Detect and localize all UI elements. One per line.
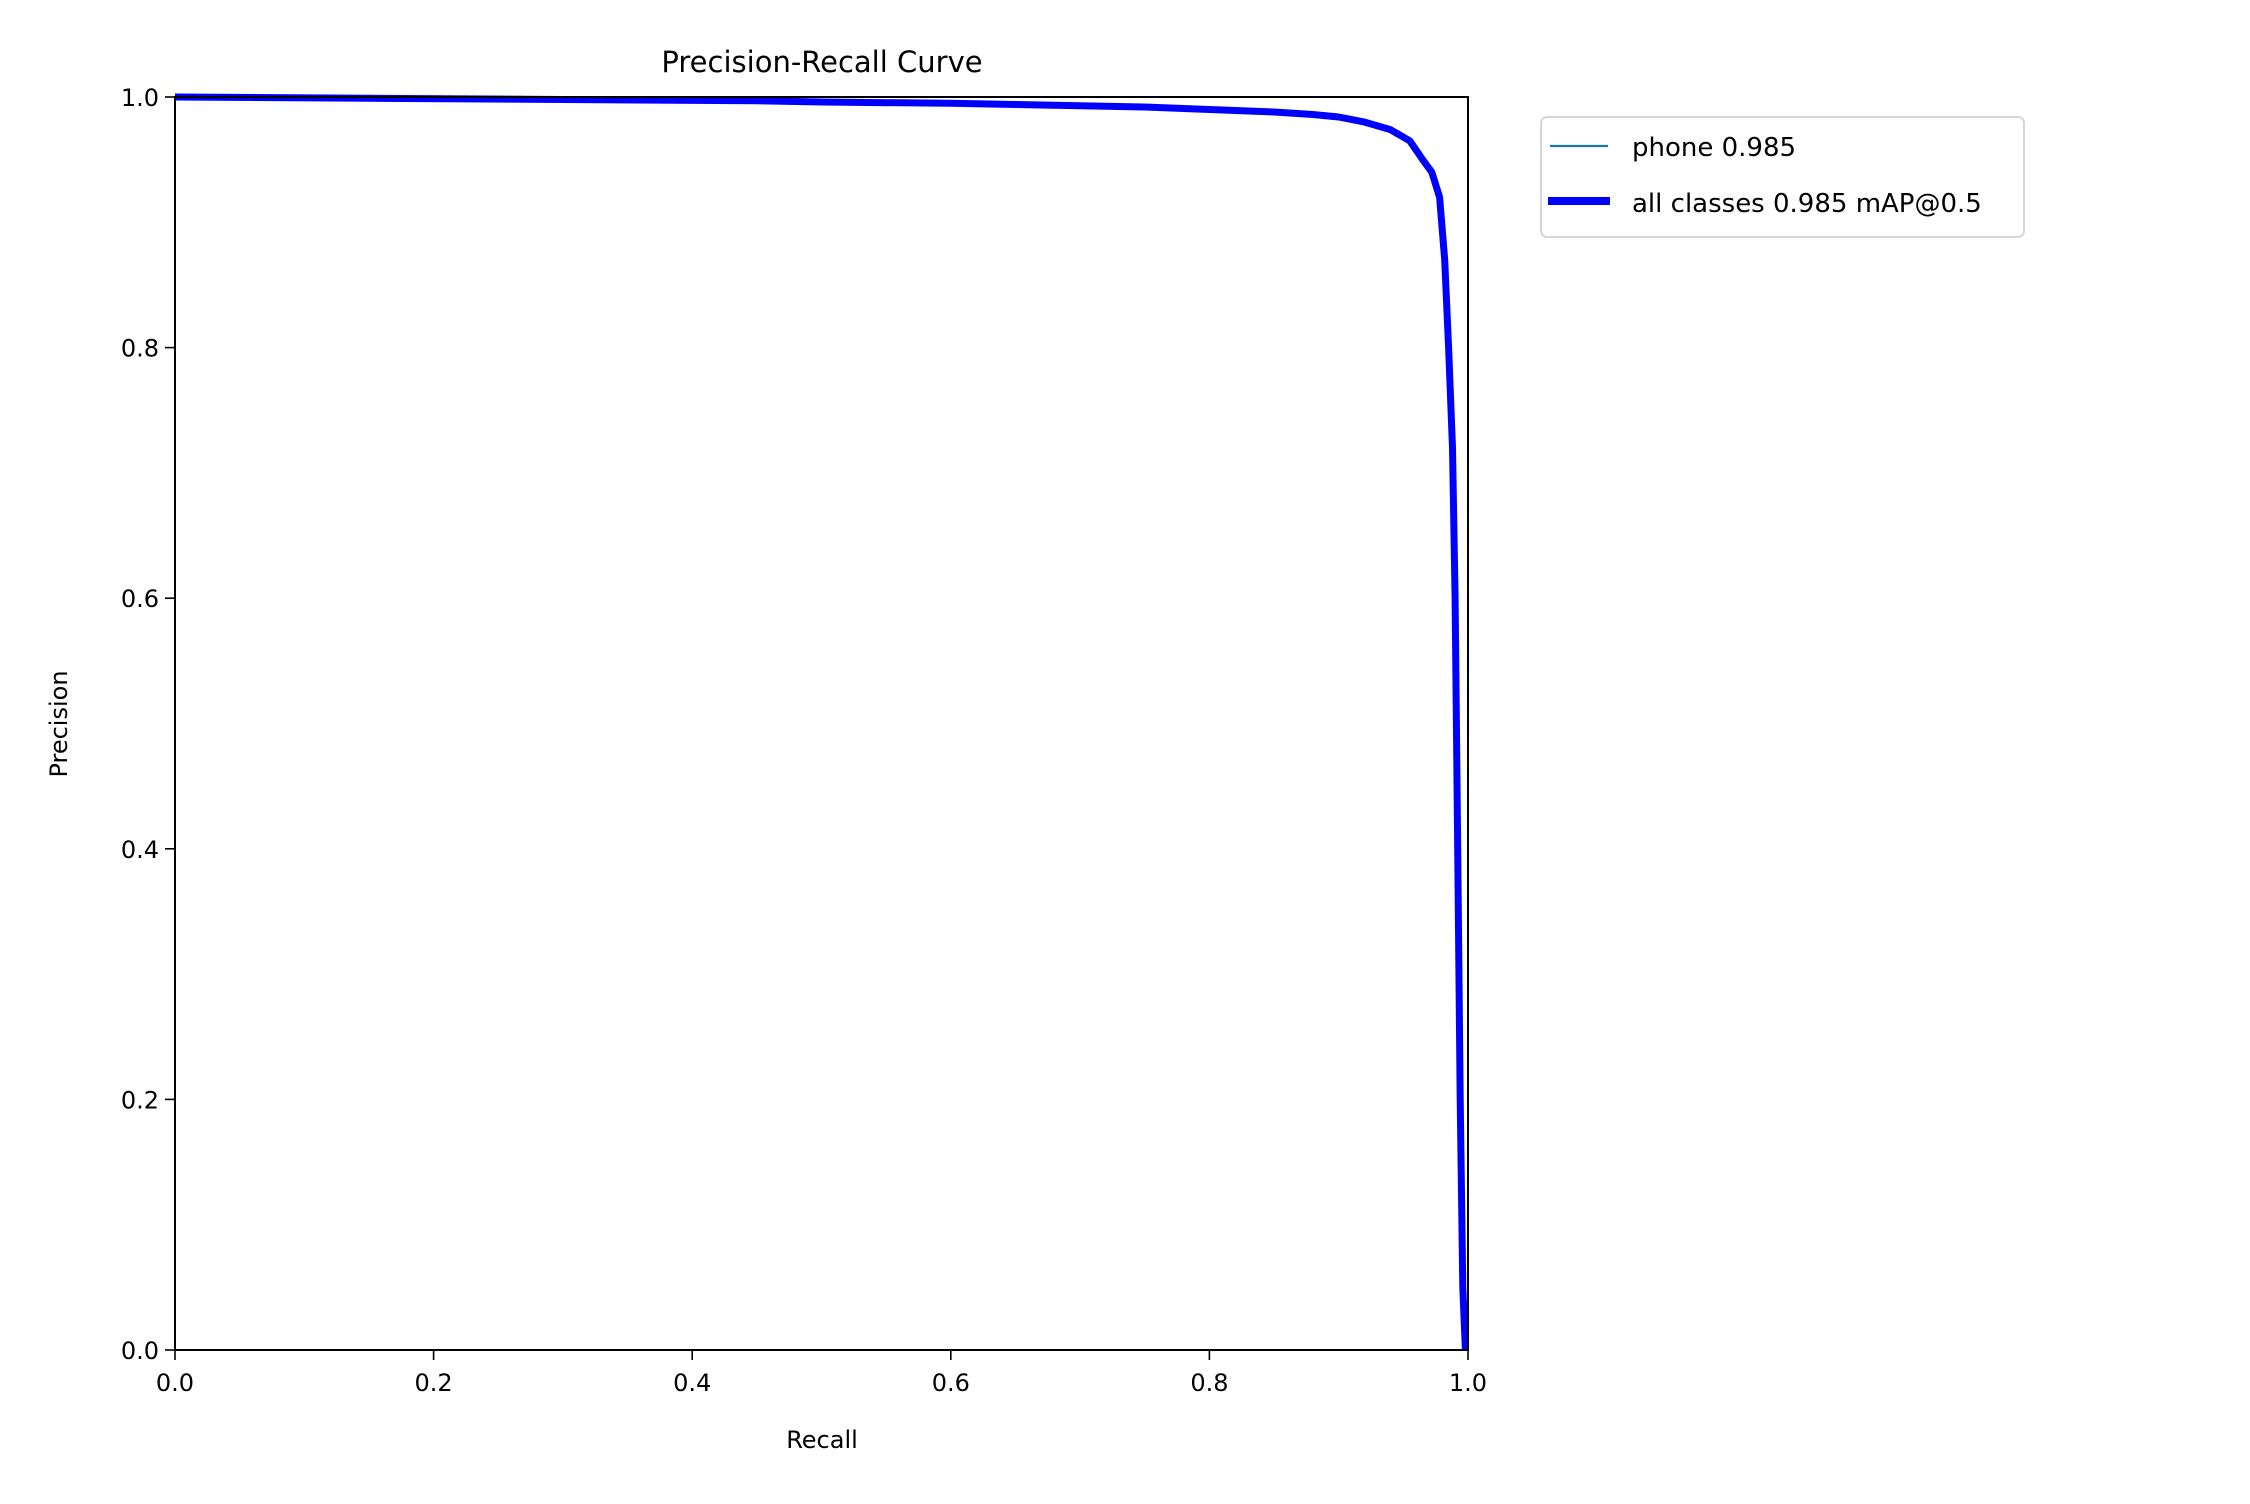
y-tick-label: 1.0 [121, 84, 159, 112]
plot-frame [174, 96, 1469, 1351]
y-axis-label: Precision [45, 670, 73, 777]
legend: phone 0.985 all classes 0.985 mAP@0.5 [1540, 116, 2025, 238]
legend-label-all-classes: all classes 0.985 mAP@0.5 [1632, 189, 1982, 219]
x-axis-label: Recall [786, 1426, 858, 1454]
x-tick-label: 0.6 [932, 1369, 970, 1397]
y-tick-label: 0.6 [121, 585, 159, 613]
y-tick-label: 0.4 [121, 836, 159, 864]
y-tick-label: 0.0 [121, 1337, 159, 1365]
y-tick-label: 0.2 [121, 1086, 159, 1114]
x-tick-label: 0.2 [415, 1369, 453, 1397]
series-layer [174, 93, 1469, 1351]
series-line-phone [174, 95, 1467, 1351]
x-tick-label: 0.4 [673, 1369, 711, 1397]
y-tick-label: 0.8 [121, 335, 159, 363]
legend-label-phone: phone 0.985 [1632, 133, 1796, 163]
x-tick-label: 0.8 [1190, 1369, 1228, 1397]
chart-title: Precision-Recall Curve [661, 45, 982, 79]
legend-box [1540, 116, 2025, 238]
x-tick-label: 1.0 [1449, 1369, 1487, 1397]
x-tick-label: 0.0 [156, 1369, 194, 1397]
series-line-all-classes [174, 93, 1469, 1351]
ticks-layer: 0.0 0.2 0.4 0.6 0.8 1.0 0.0 0.2 0.4 0.6 0.8 1.0 [121, 84, 1487, 1397]
